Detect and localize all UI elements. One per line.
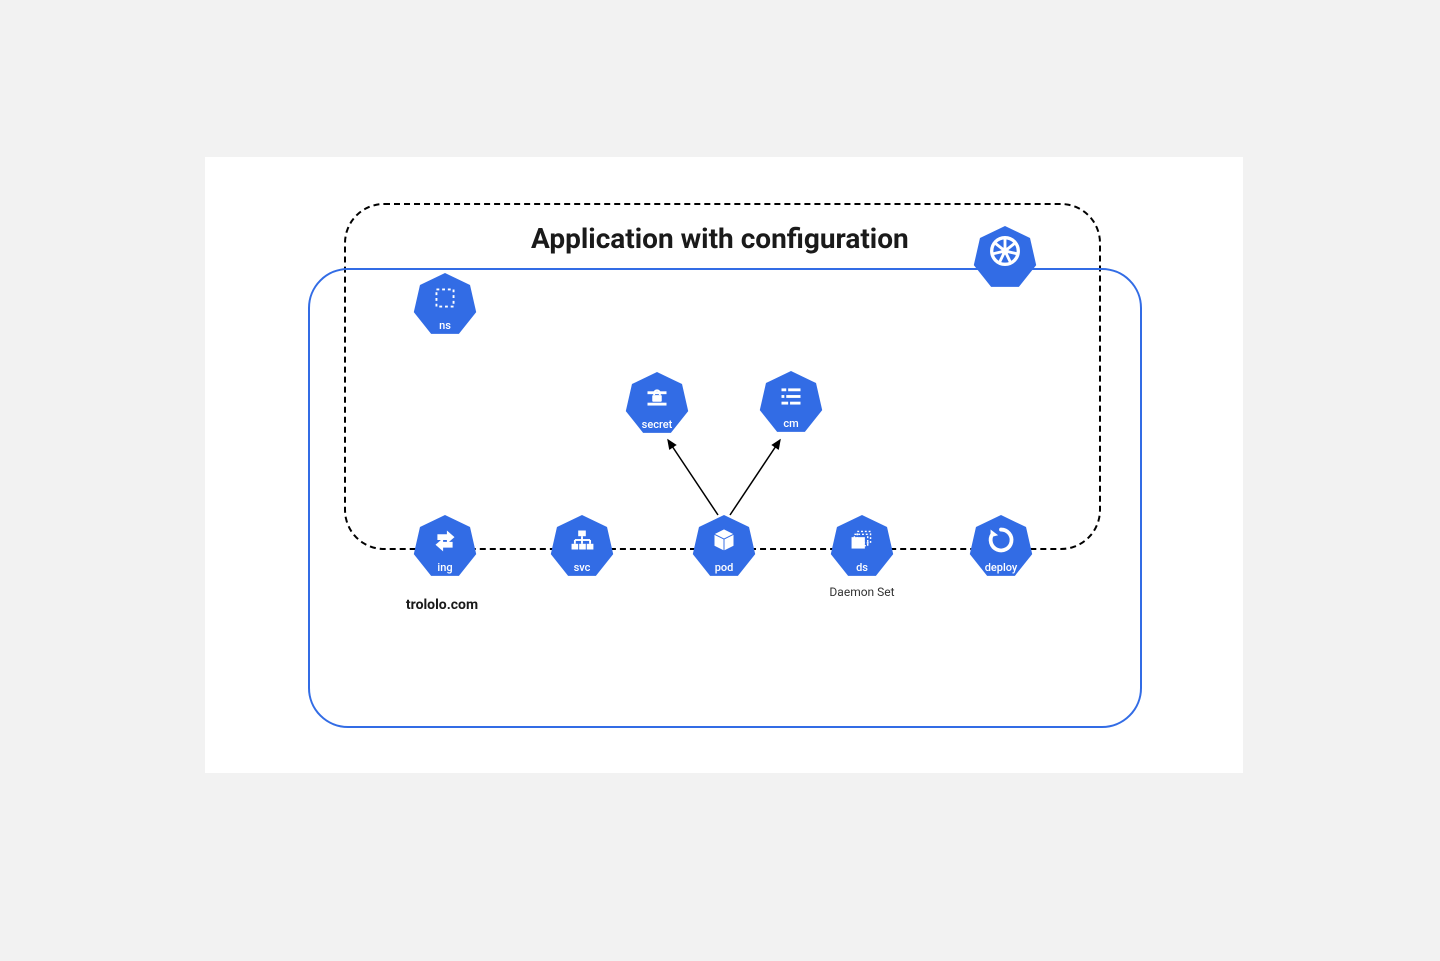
- caption-daemonset: Daemon Set: [829, 585, 894, 599]
- node-ingress: ing: [413, 515, 477, 579]
- node-kubernetes: [973, 226, 1037, 290]
- node-pod: pod: [692, 515, 756, 579]
- node-daemonset: ds: [830, 515, 894, 579]
- node-secret: secret: [625, 372, 689, 436]
- node-deploy: deploy: [969, 515, 1033, 579]
- node-namespace: ns: [413, 273, 477, 337]
- diagram-title: Application with configuration: [531, 222, 909, 255]
- node-service: svc: [550, 515, 614, 579]
- node-configmap: cm: [759, 371, 823, 435]
- caption-ingress: trololo.com: [406, 597, 478, 613]
